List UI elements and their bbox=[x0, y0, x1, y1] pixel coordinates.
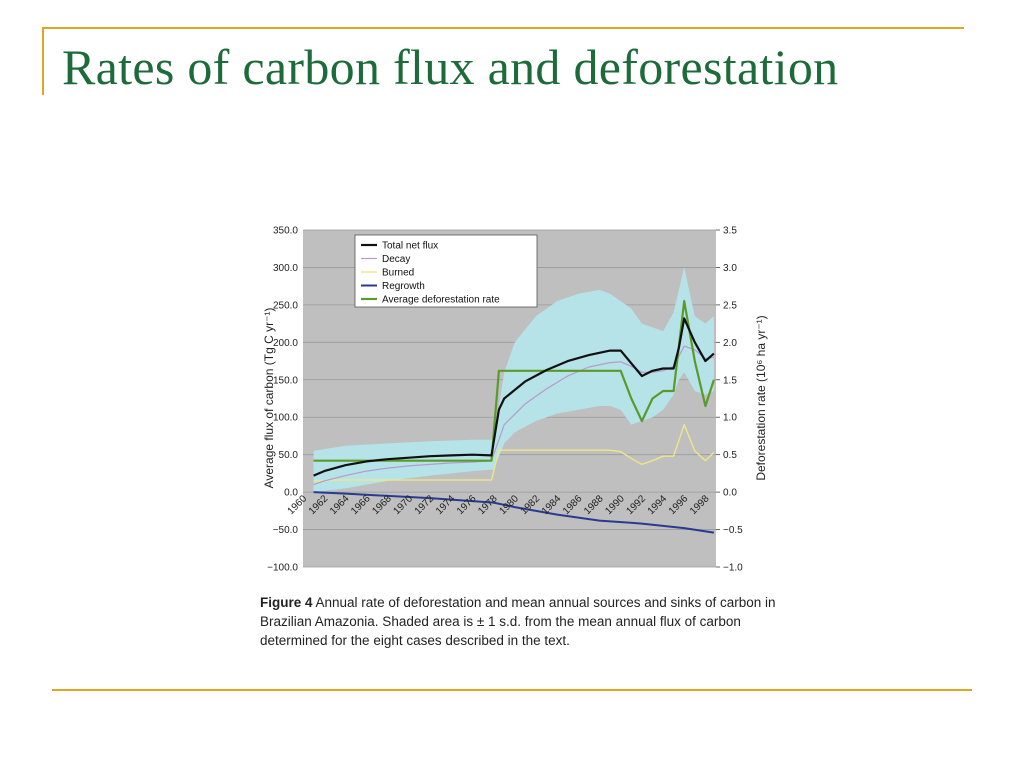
footer-accent-line bbox=[52, 689, 972, 691]
carbon-flux-chart: 350.0 300.0 250.0 200.0 150.0 100.0 50.0 0.0 −50… bbox=[262, 226, 768, 574]
left-tick-label: 50.0 bbox=[279, 450, 299, 461]
figure-caption-label: Figure 4 bbox=[260, 595, 313, 610]
right-tick-label: −1.0 bbox=[723, 563, 743, 574]
legend-label: Burned bbox=[382, 268, 414, 279]
figure-caption: Figure 4 Annual rate of deforestation an… bbox=[260, 593, 790, 650]
legend-label: Regrowth bbox=[382, 281, 425, 292]
right-tick-label: 1.0 bbox=[723, 413, 737, 424]
left-axis: 350.0 300.0 250.0 200.0 150.0 100.0 50.0 0.0 −50… bbox=[267, 226, 298, 574]
series-line-burned bbox=[313, 423, 715, 482]
uncertainty-band bbox=[313, 267, 714, 493]
title-accent-bar bbox=[42, 27, 44, 95]
right-tick-label: −0.5 bbox=[723, 525, 743, 536]
right-tick-label: 1.5 bbox=[723, 375, 737, 386]
chart-legend: Total net flux Decay Burned Regrowth Average… bbox=[354, 234, 538, 308]
left-tick-label: 150.0 bbox=[273, 375, 298, 386]
legend-label: Decay bbox=[382, 254, 410, 265]
legend-label: Average deforestation rate bbox=[382, 295, 500, 306]
right-axis: 3.5 3.0 2.5 2.0 1.5 1.0 0.5 0.0 −0.5 −1.0 bbox=[716, 226, 743, 574]
series-line-regrowth bbox=[313, 491, 715, 534]
title-accent-line bbox=[42, 27, 964, 29]
series-line-average-deforestation-rate bbox=[313, 299, 715, 462]
left-axis-title: Average flux of carbon (Tg C yr⁻¹) bbox=[262, 308, 276, 489]
legend-box bbox=[354, 234, 538, 308]
right-tick-label: 3.5 bbox=[723, 226, 737, 237]
left-tick-label: 300.0 bbox=[273, 263, 298, 274]
series-line-total-net-flux bbox=[313, 317, 715, 477]
series-layer bbox=[313, 299, 715, 534]
left-tick-label: −100.0 bbox=[267, 563, 298, 574]
left-tick-label: 350.0 bbox=[273, 226, 298, 237]
left-tick-label: −50.0 bbox=[273, 525, 299, 536]
right-tick-label: 3.0 bbox=[723, 263, 737, 274]
right-axis-title: Deforestation rate (10⁶ ha yr⁻¹) bbox=[754, 315, 768, 480]
slide-title: Rates of carbon flux and deforestation bbox=[62, 39, 839, 95]
left-tick-label: 0.0 bbox=[284, 488, 298, 499]
left-tick-label: 250.0 bbox=[273, 300, 298, 311]
right-tick-label: 0.5 bbox=[723, 450, 737, 461]
legend-label: Total net flux bbox=[382, 241, 438, 252]
left-tick-label: 200.0 bbox=[273, 338, 298, 349]
right-tick-label: 2.5 bbox=[723, 300, 737, 311]
left-tick-label: 100.0 bbox=[273, 413, 298, 424]
figure-caption-text: Annual rate of deforestation and mean an… bbox=[260, 595, 776, 648]
right-tick-label: 0.0 bbox=[723, 488, 737, 499]
right-tick-label: 2.0 bbox=[723, 338, 737, 349]
